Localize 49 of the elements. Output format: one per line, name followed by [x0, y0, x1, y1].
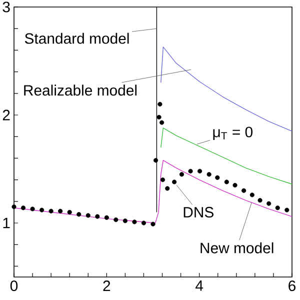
point: [122, 218, 128, 224]
point: [266, 201, 272, 206]
x-tick-label: 4: [196, 280, 204, 291]
point: [188, 168, 193, 174]
point: [67, 210, 72, 214]
point: [179, 172, 184, 177]
point: [30, 206, 35, 212]
point: [165, 186, 170, 191]
point: [250, 192, 254, 198]
point: [132, 220, 137, 224]
point: [153, 158, 158, 163]
x-tick-label: 0: [10, 280, 18, 292]
point: [232, 182, 238, 188]
point: [141, 220, 146, 226]
point: [258, 198, 262, 203]
point: [284, 208, 290, 212]
point: [206, 172, 212, 177]
point: [104, 215, 109, 220]
y-tick-label: 3: [2, 2, 10, 12]
point: [224, 180, 229, 184]
point: [12, 204, 16, 210]
line-series: [160, 128, 292, 184]
y-tick-label: 2: [2, 110, 10, 120]
point: [86, 213, 90, 218]
annotation: Standard model: [24, 32, 129, 44]
point: [58, 208, 63, 214]
annotation: DNS: [184, 206, 214, 218]
annotation: μ$_{T}$ = 0: [213, 126, 253, 140]
point: [114, 217, 118, 222]
point: [172, 180, 177, 184]
point: [150, 222, 156, 226]
point: [160, 178, 166, 182]
point: [198, 168, 202, 174]
point: [20, 206, 26, 210]
point: [95, 214, 100, 219]
point: [76, 212, 82, 217]
y-tick-label: 1: [3, 218, 10, 228]
point: [275, 206, 280, 210]
annotation: New model: [200, 242, 274, 254]
point: [48, 208, 54, 214]
x-tick-label: 6: [288, 280, 296, 292]
point: [160, 120, 164, 125]
x-tick-label: 2: [103, 280, 110, 291]
point: [242, 188, 246, 193]
point: [40, 208, 44, 212]
point: [158, 102, 162, 106]
point: [215, 175, 220, 180]
point: [156, 114, 162, 120]
annotation: Realizable model: [24, 84, 137, 96]
